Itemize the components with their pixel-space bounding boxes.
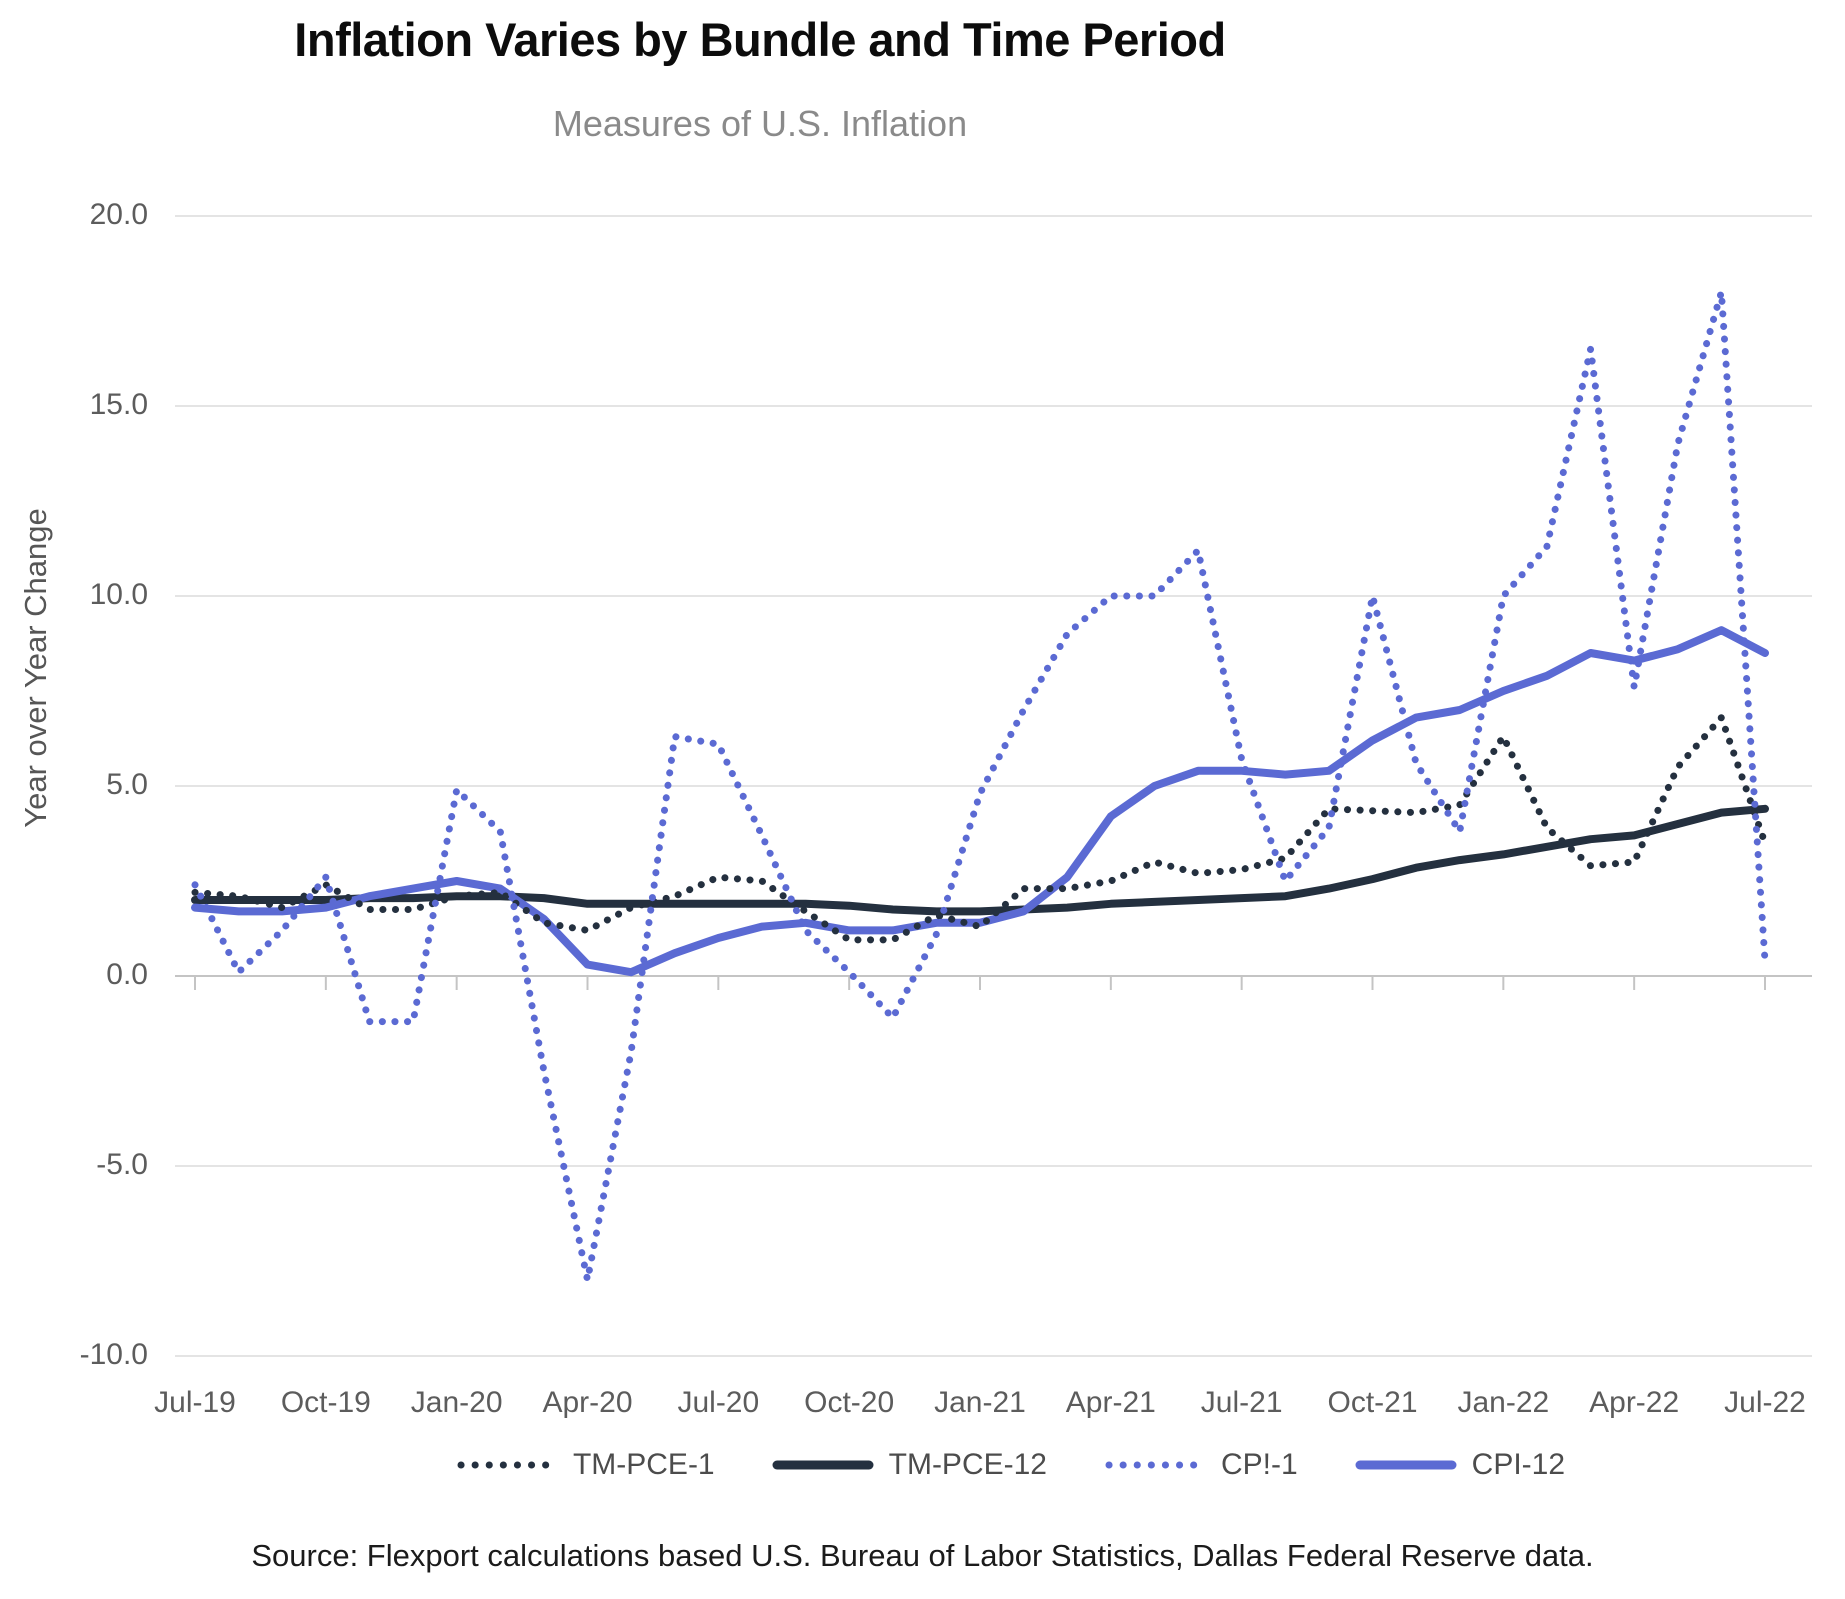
x-tick-label: Jul-19: [154, 1386, 236, 1419]
legend-item-cpi-12: CPI-12: [1354, 1448, 1565, 1482]
x-tick-label: Jul-21: [1200, 1386, 1283, 1419]
legend: TM-PCE-1 TM-PCE-12 CP!-1 CPI-12: [175, 1448, 1845, 1482]
series-line-cp-1: [191, 288, 1769, 1284]
y-tick-label: -10.0: [79, 1338, 148, 1371]
y-tick-label: 20.0: [89, 198, 148, 231]
y-tick-label: 10.0: [89, 578, 148, 611]
y-tick-label: 5.0: [106, 768, 148, 801]
y-tick-label: -5.0: [96, 1148, 148, 1181]
x-tick-label: Apr-21: [1065, 1386, 1156, 1419]
legend-item-cp-1: CP!-1: [1103, 1448, 1298, 1482]
legend-dotted-line-swatch: [1105, 1461, 1205, 1469]
series-line-tm-pce-12: [191, 804, 1769, 916]
legend-solid-line-swatch: [772, 1460, 874, 1470]
x-tick-label: Apr-22: [1589, 1386, 1680, 1419]
legend-label: CP!-1: [1220, 1448, 1298, 1481]
source-note: Source: Flexport calculations based U.S.…: [251, 1538, 1594, 1573]
x-tick-label: Jan-22: [1457, 1386, 1550, 1419]
y-tick-label: 0.0: [106, 958, 148, 991]
chart-header: Inflation Varies by Bundle and Time Peri…: [0, 12, 1520, 145]
legend-label: TM-PCE-12: [888, 1448, 1047, 1481]
x-tick-label: Jan-20: [410, 1386, 503, 1419]
series-line-cpi-12: [191, 626, 1769, 977]
x-tick-label: Jan-21: [934, 1386, 1026, 1419]
x-tick-label: Jul-20: [677, 1386, 760, 1419]
x-tick-label: Apr-20: [542, 1386, 633, 1419]
chart-title: Inflation Varies by Bundle and Time Peri…: [294, 13, 1226, 66]
series-line-tm-pce-1: [191, 714, 1769, 944]
x-tick-label: Oct-21: [1327, 1386, 1418, 1419]
legend-item-tm-pce-12: TM-PCE-12: [771, 1448, 1047, 1482]
x-tick-label: Jul-22: [1724, 1386, 1806, 1419]
chart-subtitle: Measures of U.S. Inflation: [552, 103, 968, 144]
y-tick-label: 15.0: [89, 388, 148, 421]
legend-label: CPI-12: [1471, 1448, 1566, 1481]
x-tick-label: Oct-20: [804, 1386, 895, 1419]
legend-solid-line-swatch: [1355, 1460, 1457, 1470]
x-tick-label: Oct-19: [280, 1386, 371, 1419]
legend-item-tm-pce-1: TM-PCE-1: [455, 1448, 715, 1482]
legend-label: TM-PCE-1: [572, 1448, 715, 1481]
legend-dotted-line-swatch: [457, 1461, 557, 1469]
